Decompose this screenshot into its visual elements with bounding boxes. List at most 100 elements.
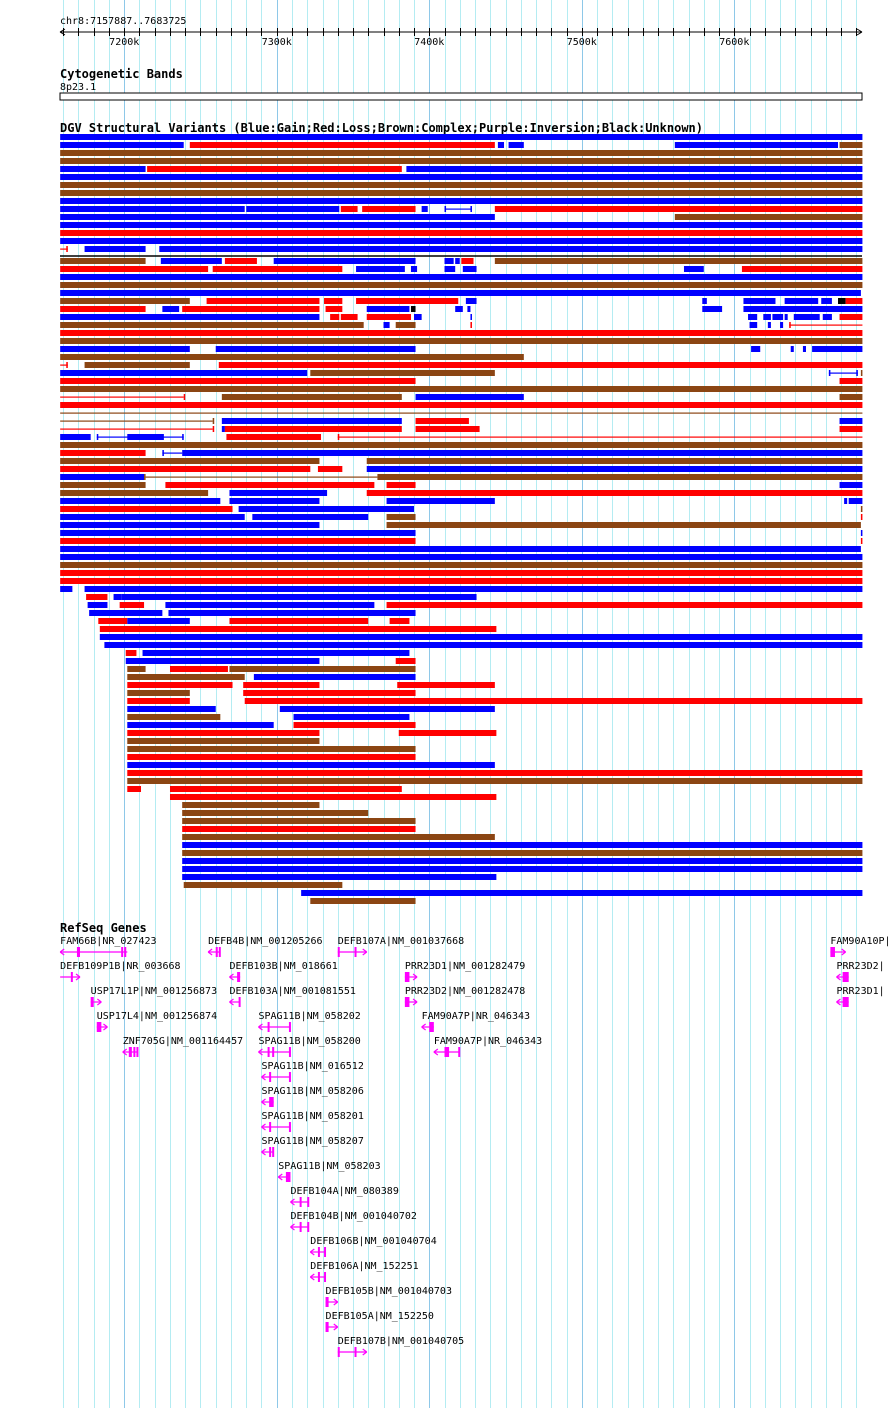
variant-gain[interactable]: [279, 706, 495, 712]
variant-gain[interactable]: [182, 434, 184, 440]
variant-complex[interactable]: [60, 490, 209, 496]
gene-label[interactable]: DEFB109P1B|NR_003668: [60, 961, 180, 972]
variant-gain[interactable]: [127, 762, 495, 768]
variant-loss[interactable]: [60, 450, 146, 456]
variant-loss[interactable]: [224, 426, 402, 432]
variant-gain[interactable]: [784, 314, 788, 320]
variant-complex[interactable]: [860, 370, 863, 376]
variant-complex[interactable]: [60, 482, 146, 488]
variant-gain[interactable]: [60, 174, 863, 180]
variant-gain[interactable]: [467, 306, 471, 312]
variant-gain[interactable]: [828, 370, 831, 376]
variant-loss[interactable]: [340, 314, 358, 320]
gene-feature[interactable]: SPAG11B|NM_058207: [261, 1136, 364, 1157]
variant-link-line[interactable]: [60, 420, 213, 422]
gene-label[interactable]: FAM90A10P|: [830, 936, 890, 947]
variant-gain[interactable]: [159, 246, 863, 252]
variant-gain[interactable]: [60, 586, 73, 592]
variant-loss[interactable]: [212, 426, 215, 432]
variant-loss[interactable]: [415, 426, 480, 432]
variant-gain[interactable]: [89, 610, 163, 616]
variant-gain[interactable]: [772, 314, 784, 320]
variant-gain[interactable]: [497, 142, 505, 148]
variant-gain[interactable]: [822, 314, 832, 320]
variant-loss[interactable]: [362, 206, 416, 212]
gene-feature[interactable]: FAM66B|NR_027423: [59, 936, 157, 957]
variant-link-line[interactable]: [145, 476, 378, 478]
variant-loss[interactable]: [127, 754, 416, 760]
gene-feature[interactable]: SPAG11B|NM_058200: [258, 1036, 361, 1057]
variant-gain[interactable]: [60, 514, 245, 520]
gene-label[interactable]: SPAG11B|NM_058207: [261, 1136, 363, 1147]
variant-complex[interactable]: [127, 690, 190, 696]
variant-gain[interactable]: [860, 530, 863, 536]
gene-label[interactable]: ZNF705G|NM_001164457: [123, 1036, 243, 1047]
variant-gain[interactable]: [462, 266, 477, 272]
variant-gain[interactable]: [508, 142, 524, 148]
variant-loss[interactable]: [243, 682, 320, 688]
gene-feature[interactable]: SPAG11B|NM_058201: [261, 1111, 364, 1132]
variant-complex[interactable]: [182, 818, 416, 824]
gene-label[interactable]: SPAG11B|NM_016512: [261, 1061, 363, 1072]
gene-label[interactable]: DEFB4B|NM_001205266: [208, 936, 322, 947]
variant-gain[interactable]: [168, 610, 416, 616]
gene-label[interactable]: SPAG11B|NM_058200: [258, 1036, 360, 1047]
variant-gain[interactable]: [674, 142, 839, 148]
variant-gain[interactable]: [238, 506, 415, 512]
variant-gain[interactable]: [444, 206, 447, 212]
gene-feature[interactable]: SPAG11B|NM_058202: [258, 1011, 361, 1032]
gene-label[interactable]: SPAG11B|NM_058206: [261, 1086, 363, 1097]
variant-gain[interactable]: [182, 450, 863, 456]
variant-gain[interactable]: [856, 370, 858, 376]
gene-label[interactable]: FAM90A7P|NR_046343: [422, 1011, 530, 1022]
variant-loss[interactable]: [127, 730, 320, 736]
variant-gain[interactable]: [253, 674, 416, 680]
variant-link-line[interactable]: [444, 208, 472, 210]
variant-gain[interactable]: [60, 434, 91, 440]
variant-loss[interactable]: [60, 230, 863, 236]
variant-gain[interactable]: [99, 634, 863, 640]
variant-complex[interactable]: [386, 514, 416, 520]
variant-loss[interactable]: [169, 666, 228, 672]
variant-gain[interactable]: [252, 514, 369, 520]
variant-loss[interactable]: [293, 722, 416, 728]
variant-gain[interactable]: [366, 306, 410, 312]
variant-gain[interactable]: [293, 714, 410, 720]
variant-gain[interactable]: [84, 246, 146, 252]
variant-gain[interactable]: [125, 658, 320, 664]
variant-complex[interactable]: [183, 882, 343, 888]
gene-label[interactable]: PRR23D1|NM_001282479: [405, 961, 525, 972]
variant-gain[interactable]: [104, 642, 863, 648]
gene-feature[interactable]: SPAG11B|NM_016512: [261, 1061, 364, 1082]
variant-loss[interactable]: [224, 258, 257, 264]
variant-loss[interactable]: [494, 206, 863, 212]
variant-loss[interactable]: [147, 166, 402, 172]
variant-complex[interactable]: [386, 522, 861, 528]
variant-loss[interactable]: [60, 266, 209, 272]
variant-gain[interactable]: [60, 166, 146, 172]
variant-gain[interactable]: [301, 890, 863, 896]
variant-gain[interactable]: [113, 594, 122, 600]
variant-gain[interactable]: [182, 874, 497, 880]
gene-label[interactable]: DEFB106A|NM_152251: [310, 1261, 418, 1272]
variant-complex[interactable]: [310, 370, 495, 376]
gene-feature[interactable]: DEFB109P1B|NR_003668: [60, 961, 181, 982]
variant-complex[interactable]: [366, 458, 863, 464]
variant-gain[interactable]: [142, 650, 410, 656]
variant-unknown[interactable]: [410, 306, 416, 312]
gene-feature[interactable]: DEFB103B|NM_018661: [229, 961, 338, 982]
variant-complex[interactable]: [144, 474, 146, 480]
gene-feature[interactable]: PRR23D1|: [836, 986, 885, 1007]
gene-label[interactable]: SPAG11B|NM_058202: [258, 1011, 360, 1022]
variant-loss[interactable]: [60, 402, 863, 408]
gene-feature[interactable]: FAM90A10P|: [830, 936, 890, 957]
variant-loss[interactable]: [169, 786, 402, 792]
variant-gain[interactable]: [455, 306, 463, 312]
variant-loss[interactable]: [127, 698, 190, 704]
gene-feature[interactable]: USP17L1P|NM_001256873: [90, 986, 217, 1007]
gene-label[interactable]: DEFB103B|NM_018661: [229, 961, 337, 972]
variant-loss[interactable]: [119, 602, 145, 608]
gene-feature[interactable]: FAM90A7P|NR_046343: [433, 1036, 542, 1057]
variant-gain[interactable]: [470, 314, 472, 320]
variant-gain[interactable]: [751, 346, 761, 352]
